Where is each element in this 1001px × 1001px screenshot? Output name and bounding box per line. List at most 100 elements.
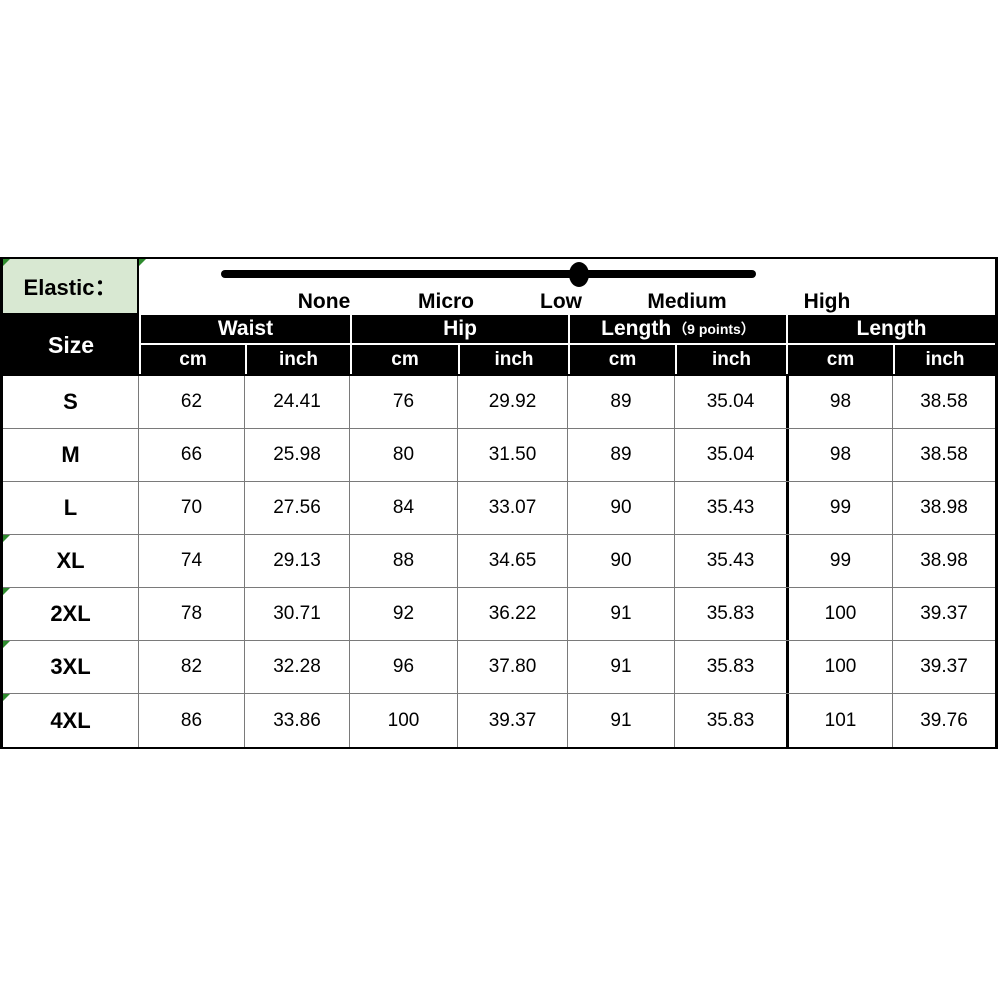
value-cell: 35.04 [706,391,755,412]
size-cell: 3XL [3,641,139,693]
table-row: L 70 27.56 84 33.07 90 35.43 99 38.98 [3,482,995,535]
value-cell: 35.43 [706,550,755,571]
slider-label-high: High [803,290,851,313]
unit-header: inch [245,345,350,374]
value-cell: 33.86 [245,694,350,747]
value-cell: 99 [786,535,893,587]
value-cell: 92 [350,588,458,640]
unit-header-row: cm inch cm inch cm inch cm inch [139,345,995,374]
group-label: Hip [443,317,477,340]
value-cell: 38.98 [920,550,968,571]
size-column-header: Size [47,332,95,358]
corner-flag-icon [3,535,10,542]
corner-flag-icon [3,588,10,595]
unit-header: cm [350,345,458,374]
value-cell: 90 [568,535,675,587]
slider-label-medium: Medium [647,290,727,313]
unit-header: inch [675,345,786,374]
value-cell: 35.04 [706,444,755,465]
value-cell: 100 [786,641,893,693]
value-cell: 99 [786,482,893,534]
size-cell: M [3,429,139,481]
unit-header: cm [568,345,675,374]
value-cell: 39.37 [920,656,968,677]
value-cell: 39.37 [920,603,968,624]
value-cell: 33.07 [458,482,568,534]
value-cell: 89 [568,429,675,481]
table-row: 4XL 86 33.86 100 39.37 91 35.83 101 39.7… [3,694,995,747]
value-cell: 101 [786,694,893,747]
size-chart-table: Elastic： None Micro Low Medium High Size… [0,257,998,749]
group-header-length: Length [786,315,995,343]
value-cell: 96 [350,641,458,693]
value-cell: 84 [350,482,458,534]
value-cell: 100 [350,694,458,747]
value-cell: 31.50 [458,429,568,481]
value-cell: 78 [139,588,245,640]
value-cell: 88 [350,535,458,587]
value-cell: 98 [786,376,893,428]
size-cell: S [3,376,139,428]
table-row: 2XL 78 30.71 92 36.22 91 35.83 100 39.37 [3,588,995,641]
slider-label-low: Low [540,290,582,313]
elastic-label-cell: Elastic： [3,259,139,315]
group-header-hip: Hip [350,315,568,343]
corner-flag-icon [3,259,10,266]
value-cell: 29.13 [245,535,350,587]
size-cell: 4XL [3,694,139,747]
value-cell: 37.80 [458,641,568,693]
table-header: Size Waist Hip Length （9 points） Length [3,315,995,376]
value-cell: 70 [139,482,245,534]
unit-header: inch [893,345,995,374]
value-cell: 30.71 [245,588,350,640]
value-cell: 89 [568,376,675,428]
value-cell: 38.58 [920,391,968,412]
table-row: S 62 24.41 76 29.92 89 35.04 98 38.58 [3,376,995,429]
group-label: Length [601,317,672,340]
value-cell: 27.56 [245,482,350,534]
value-cell: 38.98 [920,497,968,518]
group-note: （9 points） [673,321,755,337]
value-cell: 66 [139,429,245,481]
value-cell: 90 [568,482,675,534]
value-cell: 35.83 [706,603,755,624]
table-row: M 66 25.98 80 31.50 89 35.04 98 38.58 [3,429,995,482]
size-cell: XL [3,535,139,587]
value-cell: 86 [139,694,245,747]
unit-header: cm [139,345,245,374]
table-row: XL 74 29.13 88 34.65 90 35.43 99 38.98 [3,535,995,588]
corner-flag-icon [3,641,10,648]
group-header-length-9points: Length （9 points） [568,315,786,343]
elastic-row: Elastic： None Micro Low Medium High [3,259,995,315]
value-cell: 32.28 [245,641,350,693]
value-cell: 98 [786,429,893,481]
elastic-label: Elastic： [23,275,117,300]
value-cell: 80 [350,429,458,481]
slider-track [221,270,756,278]
value-cell: 39.37 [458,694,568,747]
value-cell: 82 [139,641,245,693]
slider-handle[interactable] [569,262,589,287]
value-cell: 76 [350,376,458,428]
group-label: Waist [217,317,274,340]
value-cell: 39.76 [920,709,968,731]
size-cell: 2XL [3,588,139,640]
slider-label-micro: Micro [417,290,475,313]
value-cell: 35.43 [706,497,755,518]
value-cell: 24.41 [245,376,350,428]
table-row: 3XL 82 32.28 96 37.80 91 35.83 100 39.37 [3,641,995,694]
value-cell: 25.98 [245,429,350,481]
corner-flag-icon [139,259,146,266]
elastic-slider: None Micro Low Medium High [139,259,995,315]
value-cell: 100 [786,588,893,640]
value-cell: 29.92 [458,376,568,428]
value-cell: 91 [568,588,675,640]
unit-header: cm [786,345,893,374]
value-cell: 91 [568,694,675,747]
value-cell: 62 [139,376,245,428]
value-cell: 91 [568,641,675,693]
slider-label-none: None [297,290,351,313]
group-header-waist: Waist [139,315,350,343]
group-header-row: Waist Hip Length （9 points） Length [139,315,995,345]
